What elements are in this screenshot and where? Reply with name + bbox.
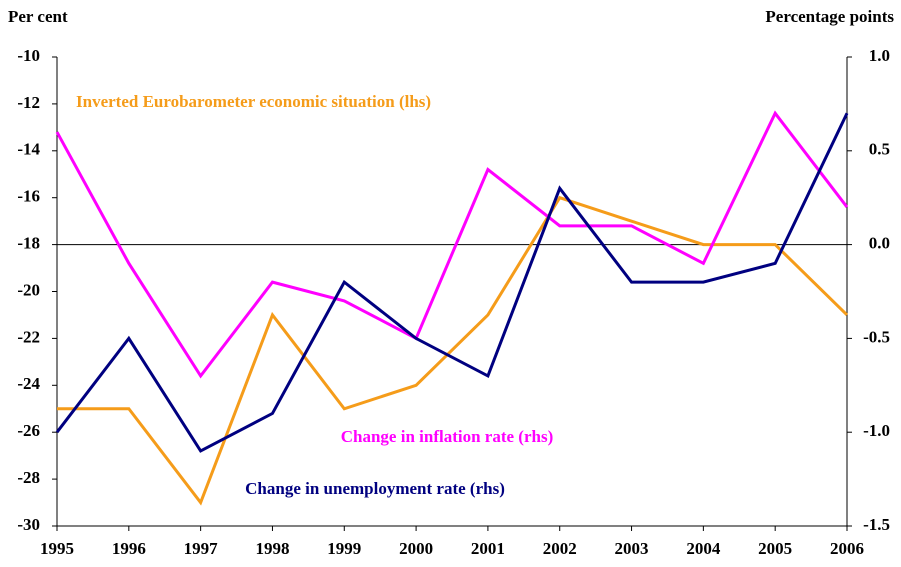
- y-tick-label: -20: [17, 280, 40, 299]
- y2-tick-label: 1.0: [869, 46, 890, 65]
- series-label: Inverted Eurobarometer economic situatio…: [76, 92, 431, 111]
- x-tick-label: 1997: [184, 539, 219, 558]
- y2-tick-label: -1.0: [863, 421, 890, 440]
- x-tick-label: 2002: [543, 539, 577, 558]
- x-tick-label: 1998: [255, 539, 289, 558]
- y2-tick-label: -0.5: [863, 327, 890, 346]
- y-tick-label: -12: [17, 93, 40, 112]
- x-tick-label: 2003: [615, 539, 649, 558]
- y-tick-label: -24: [17, 374, 40, 393]
- x-tick-label: 2005: [758, 539, 792, 558]
- x-tick-label: 1995: [40, 539, 74, 558]
- x-tick-label: 2001: [471, 539, 505, 558]
- y2-tick-label: 0.5: [869, 140, 890, 159]
- x-tick-label: 2006: [830, 539, 864, 558]
- y-tick-label: -30: [17, 515, 40, 534]
- y-tick-label: -22: [17, 327, 40, 346]
- y-tick-label: -26: [17, 421, 40, 440]
- y-tick-label: -16: [17, 187, 40, 206]
- y-tick-label: -18: [17, 234, 40, 253]
- x-tick-label: 1999: [327, 539, 361, 558]
- series-label: Change in unemployment rate (rhs): [245, 479, 505, 498]
- series-line: [55, 110, 849, 379]
- x-tick-label: 2000: [399, 539, 433, 558]
- y-tick-label: -14: [17, 140, 40, 159]
- x-tick-label: 2004: [686, 539, 721, 558]
- y-tick-label: -10: [17, 46, 40, 65]
- y2-tick-label: -1.5: [863, 515, 890, 534]
- series-line: [55, 112, 849, 453]
- y-tick-label: -28: [17, 468, 40, 487]
- y2-axis-label: Percentage points: [765, 7, 894, 26]
- x-tick-label: 1996: [112, 539, 146, 558]
- y-axis-label: Per cent: [8, 7, 68, 26]
- series-line: [57, 195, 849, 506]
- series-label: Change in inflation rate (rhs): [341, 427, 554, 446]
- y2-tick-label: 0.0: [869, 234, 890, 253]
